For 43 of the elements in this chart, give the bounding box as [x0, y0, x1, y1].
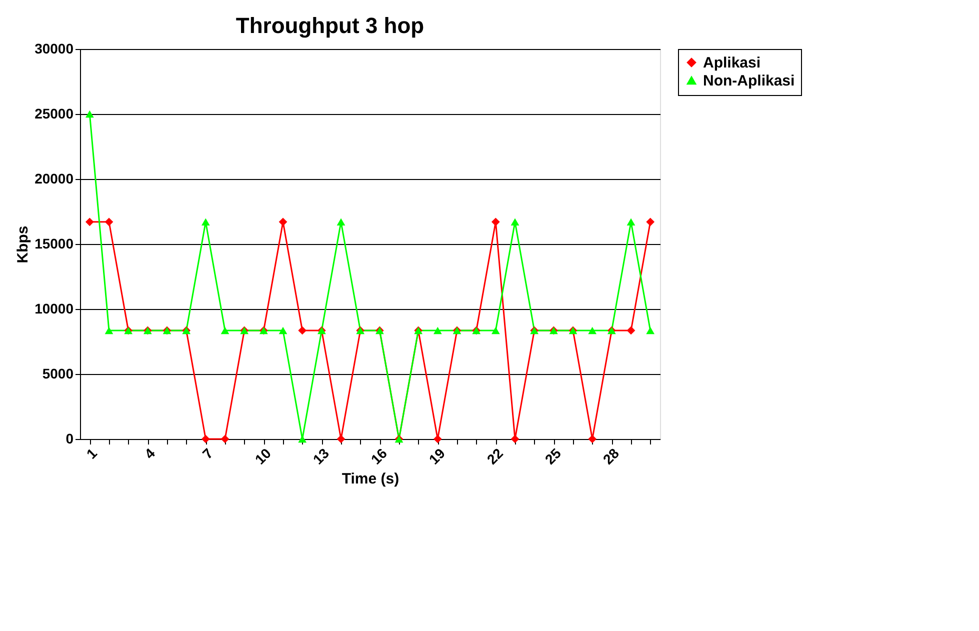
point: [104, 218, 114, 226]
x-tick-label: 22: [484, 444, 506, 468]
point: [298, 326, 307, 335]
y-tick-label: 25000: [34, 106, 74, 122]
point: [201, 218, 210, 226]
point: [646, 326, 655, 334]
x-tick-label: 7: [199, 444, 216, 462]
point: [220, 326, 230, 334]
point: [510, 218, 520, 226]
y-tick-label: 10000: [34, 300, 74, 316]
x-tick-label: 25: [542, 444, 564, 468]
x-tick-label: 1: [83, 444, 100, 462]
point: [201, 434, 210, 444]
x-tick-label: 28: [600, 444, 622, 468]
point: [104, 326, 114, 334]
x-tick-label: 19: [426, 444, 448, 468]
x-tick-label: 16: [368, 444, 390, 468]
y-tick-label: 20000: [34, 170, 74, 186]
point: [491, 326, 500, 334]
point: [433, 326, 442, 334]
point: [588, 326, 597, 334]
chart-title: Throughput 3 hop: [236, 13, 424, 38]
point: [85, 218, 94, 226]
x-axis-title: Time (s): [342, 470, 400, 488]
y-axis-title: Kbps: [14, 226, 32, 264]
point: [626, 326, 636, 335]
x-tick-label: 10: [252, 444, 274, 468]
x-tick-label: 13: [310, 444, 332, 468]
x-tick-label: 4: [141, 444, 158, 462]
point: [336, 218, 346, 226]
point: [510, 434, 520, 444]
point: [220, 434, 230, 444]
point: [626, 218, 636, 226]
y-tick-label: 15000: [34, 236, 74, 252]
point: [85, 110, 94, 118]
point: [278, 326, 288, 334]
legend-label: Aplikasi: [703, 54, 761, 72]
y-tick-label: 5000: [42, 366, 74, 382]
legend-label: Non-Aplikasi: [703, 72, 795, 90]
point: [491, 218, 500, 226]
y-tick-label: 0: [66, 430, 74, 446]
y-tick-label: 30000: [34, 40, 74, 56]
point: [646, 218, 655, 226]
